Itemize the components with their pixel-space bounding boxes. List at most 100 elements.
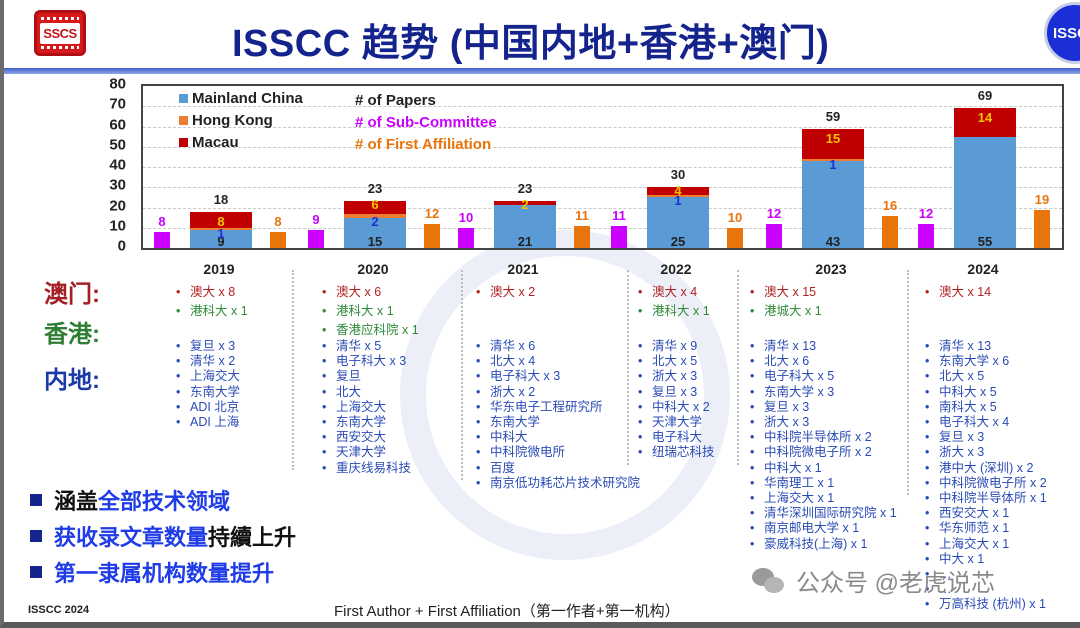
- affiliation-item: 中科院微电所: [476, 445, 640, 460]
- affiliation-count-label: 10: [727, 209, 743, 225]
- slide-title: ISSCC 趋势 (中国内地+香港+澳门): [232, 23, 830, 65]
- y-tick-label: 60: [109, 116, 126, 133]
- segment-macau: [954, 108, 1016, 137]
- affiliation-count-label: 12: [424, 205, 440, 221]
- affiliation-list-macau-2019: 澳大 x 8: [176, 283, 235, 302]
- affiliation-item: 纽瑞芯科技: [638, 445, 715, 460]
- y-tick-label: 50: [109, 136, 126, 154]
- affiliation-count-label: 8: [274, 213, 282, 229]
- wechat-watermark: 公众号 @老虎说芯: [752, 563, 995, 598]
- label-macau: 澳门:: [44, 281, 100, 308]
- affiliation-item: 中科大 x 2: [638, 400, 715, 415]
- affiliation-list-macau-2021: 澳大 x 2: [476, 283, 535, 302]
- subcommittee-count-label: 10: [458, 209, 474, 225]
- macau-count-label: 14: [977, 110, 993, 126]
- affiliation-item: 电子科大: [638, 430, 715, 445]
- affiliation-item: 电子科大 x 3: [476, 369, 640, 384]
- affiliation-bar: [727, 227, 743, 248]
- affiliation-item: 复旦 x 3: [750, 400, 897, 415]
- affiliation-item: 北大 x 5: [638, 354, 715, 369]
- affiliation-item: …: [925, 582, 1047, 597]
- affiliation-item: 电子科大 x 4: [925, 415, 1047, 430]
- affiliation-item: 浙大 x 3: [750, 415, 897, 430]
- affiliation-item: 清华 x 13: [925, 339, 1047, 354]
- stacked-bar-2020: [344, 201, 406, 248]
- affiliation-item: 中科院半导体所 x 2: [750, 430, 897, 445]
- year-label-2019: 2019: [203, 261, 235, 277]
- y-tick-label: 20: [109, 197, 126, 214]
- stacked-bar-chart: Mainland China Hong Kong Macau # of Papers #…: [141, 84, 1064, 250]
- stacked-bar-2023: [802, 128, 864, 248]
- affiliation-item: 西安交大 x 1: [925, 506, 1047, 521]
- affiliation-item: 澳大 x 6: [322, 283, 381, 302]
- affiliation-item: 北大: [322, 385, 411, 400]
- affiliation-item: 澳大 x 14: [925, 283, 991, 302]
- affiliation-item: 中科大 x 5: [925, 385, 1047, 400]
- column-separator: [292, 270, 294, 470]
- subcommittee-count-label: 12: [766, 205, 782, 221]
- affiliation-item: 东南大学: [476, 415, 640, 430]
- affiliation-item: 上海交大: [176, 369, 240, 384]
- affiliation-item: 中科大: [476, 430, 640, 445]
- label-mainland: 内地:: [44, 367, 100, 394]
- legend-text: # of Papers: [355, 92, 436, 109]
- subcommittee-count-label: 12: [918, 205, 934, 221]
- gridline: [143, 167, 1062, 168]
- subcommittee-bar: [918, 223, 934, 248]
- affiliation-item: 港科大 x 1: [322, 302, 419, 321]
- total-papers-label: 59: [825, 108, 841, 124]
- stacked-bar-2022: [647, 187, 709, 248]
- year-label-2024: 2024: [967, 261, 999, 277]
- affiliation-item: 中科院半导体所 x 1: [925, 491, 1047, 506]
- subcommittee-bar: [611, 225, 627, 248]
- affiliation-item: 清华深圳国际研究院 x 1: [750, 506, 897, 521]
- affiliation-item: 港科大 x 1: [638, 302, 710, 321]
- total-papers-label: 18: [213, 191, 229, 207]
- stacked-bar-2021: [494, 201, 556, 248]
- affiliation-item: 华南理工 x 1: [750, 476, 897, 491]
- affiliation-list-macau-2020: 澳大 x 6: [322, 283, 381, 302]
- legend-item: Macau: [179, 134, 239, 151]
- header-divider: [4, 68, 1080, 74]
- affiliation-item: 西安交大: [322, 430, 411, 445]
- affiliation-list-hongkong-2020: 港科大 x 1香港应科院 x 1: [322, 302, 419, 340]
- affiliation-list-macau-2024: 澳大 x 14: [925, 283, 991, 302]
- y-tick-label: 0: [117, 237, 126, 255]
- affiliation-item: 中大 x 1: [925, 552, 1047, 567]
- takeaway-1: 涵盖 全部技术领域: [30, 482, 296, 518]
- subcommittee-bar: [308, 229, 324, 248]
- hongkong-count-label: 1: [829, 156, 837, 172]
- affiliation-bar: [270, 231, 286, 248]
- affiliation-list-mainland-2020: 清华 x 5电子科大 x 3复旦北大上海交大东南大学西安交大天津大学重庆线易科技: [322, 339, 411, 476]
- macau-count-label: 4: [674, 183, 682, 199]
- affiliation-item: 东南大学 x 6: [925, 354, 1047, 369]
- affiliation-item: 澳大 x 2: [476, 283, 535, 302]
- legend-item: Mainland China: [179, 90, 303, 107]
- subcommittee-bar: [458, 227, 474, 248]
- affiliation-item: 清华 x 13: [750, 339, 897, 354]
- subcommittee-count-label: 8: [158, 213, 166, 229]
- affiliation-item: 东南大学 x 3: [750, 385, 897, 400]
- affiliation-item: 天津大学: [638, 415, 715, 430]
- gridline: [143, 126, 1062, 128]
- affiliation-item: 上海交大: [322, 400, 411, 415]
- affiliation-item: 华东电子工程研究所: [476, 400, 640, 415]
- takeaway-2: 获收录文章数量 持續上升: [30, 518, 296, 554]
- stacked-bar-2019: [190, 211, 252, 248]
- y-tick-label: 10: [109, 217, 126, 235]
- segment-hongkong: [190, 227, 252, 230]
- affiliation-item: 重庆线易科技: [322, 461, 411, 476]
- year-label-2020: 2020: [357, 261, 389, 277]
- macau-count-label: 8: [217, 213, 225, 229]
- affiliation-item: 复旦 x 3: [176, 339, 240, 354]
- affiliation-item: ADI 上海: [176, 415, 240, 430]
- column-separator: [461, 270, 463, 480]
- affiliation-list-macau-2022: 澳大 x 4: [638, 283, 697, 302]
- y-tick-label: 30: [109, 176, 126, 194]
- footer-caption: First Author + First Affiliation（第一作者+第一…: [334, 603, 680, 620]
- affiliation-item: …: [925, 567, 1047, 582]
- segment-hongkong: [344, 213, 406, 218]
- affiliation-list-macau-2023: 澳大 x 15: [750, 283, 816, 302]
- affiliation-item: 浙大 x 2: [476, 385, 640, 400]
